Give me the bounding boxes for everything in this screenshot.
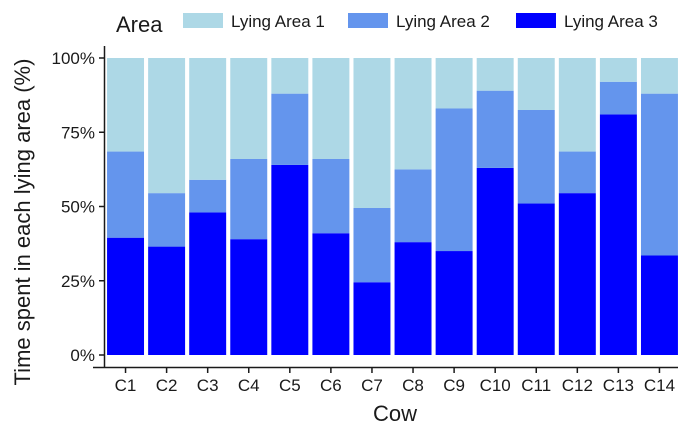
legend-swatch-3 bbox=[516, 13, 556, 28]
bar-c2-area-2 bbox=[148, 193, 186, 247]
bar-c1-area-1 bbox=[107, 58, 145, 152]
x-tick-label: C10 bbox=[480, 376, 511, 395]
bar-c5-area-1 bbox=[271, 58, 309, 94]
bar-c4-area-3 bbox=[230, 239, 268, 355]
bar-c12-area-2 bbox=[558, 151, 596, 194]
bars bbox=[107, 58, 678, 356]
bar-c6-area-3 bbox=[312, 233, 350, 355]
x-axis-title: Cow bbox=[373, 401, 417, 425]
bar-c6-area-2 bbox=[312, 158, 350, 234]
bar-c14-area-1 bbox=[640, 58, 678, 94]
bar-c11-area-1 bbox=[517, 58, 555, 110]
bar-c8-area-1 bbox=[394, 58, 432, 170]
bar-c3-area-3 bbox=[189, 212, 227, 355]
y-tick-label: 50% bbox=[61, 198, 95, 217]
bar-c10-area-1 bbox=[476, 58, 514, 91]
legend: Area Lying Area 1 Lying Area 2 Lying Area … bbox=[116, 12, 658, 37]
bar-c5-area-3 bbox=[271, 164, 309, 355]
bar-c7-area-1 bbox=[353, 58, 391, 208]
bar-c9-area-3 bbox=[435, 251, 473, 355]
x-tick-label: C5 bbox=[279, 376, 301, 395]
bar-c13-area-3 bbox=[599, 114, 637, 356]
bar-c5-area-2 bbox=[271, 93, 309, 165]
y-tick-label: 100% bbox=[52, 49, 95, 68]
x-tick-label: C4 bbox=[238, 376, 260, 395]
bar-c8-area-3 bbox=[394, 242, 432, 355]
bar-c1-area-2 bbox=[107, 151, 145, 238]
x-tick-label: C14 bbox=[644, 376, 675, 395]
legend-label-3: Lying Area 3 bbox=[564, 12, 658, 31]
y-tick-label: 75% bbox=[61, 123, 95, 142]
bar-c4-area-1 bbox=[230, 58, 268, 159]
x-tick-label: C8 bbox=[402, 376, 424, 395]
x-tick-label: C6 bbox=[320, 376, 342, 395]
x-tick-label: C3 bbox=[197, 376, 219, 395]
legend-swatch-2 bbox=[348, 13, 388, 28]
bar-c6-area-1 bbox=[312, 58, 350, 159]
bar-c12-area-3 bbox=[558, 193, 596, 355]
bar-c14-area-2 bbox=[640, 93, 678, 256]
bar-c7-area-2 bbox=[353, 207, 391, 283]
legend-label-2: Lying Area 2 bbox=[396, 12, 490, 31]
bar-c11-area-3 bbox=[517, 203, 555, 355]
legend-label-1: Lying Area 1 bbox=[231, 12, 325, 31]
bar-c9-area-1 bbox=[435, 58, 473, 109]
bar-c7-area-3 bbox=[353, 282, 391, 355]
bar-c12-area-1 bbox=[558, 58, 596, 152]
y-axis-title: Time spent in each lying area (%) bbox=[10, 59, 35, 386]
bar-c11-area-2 bbox=[517, 109, 555, 204]
bar-c8-area-2 bbox=[394, 169, 432, 243]
x-tick-label: C12 bbox=[562, 376, 593, 395]
x-tick-label: C2 bbox=[156, 376, 178, 395]
bar-c9-area-2 bbox=[435, 108, 473, 252]
y-tick-label: 0% bbox=[70, 346, 95, 365]
x-tick-label: C1 bbox=[115, 376, 137, 395]
bar-c2-area-3 bbox=[148, 246, 186, 355]
legend-title: Area bbox=[116, 12, 163, 37]
bar-c2-area-1 bbox=[148, 58, 186, 194]
bar-c10-area-3 bbox=[476, 167, 514, 355]
bar-c1-area-3 bbox=[107, 237, 145, 355]
bar-c3-area-2 bbox=[189, 179, 227, 213]
y-tick-label: 25% bbox=[61, 272, 95, 291]
y-axis: 0% 25% 50% 75% 100% bbox=[52, 46, 106, 367]
x-tick-label: C9 bbox=[443, 376, 465, 395]
legend-swatch-1 bbox=[183, 13, 223, 28]
x-tick-label: C13 bbox=[603, 376, 634, 395]
bar-c13-area-2 bbox=[599, 81, 637, 115]
bar-c13-area-1 bbox=[599, 58, 637, 82]
bar-c14-area-3 bbox=[640, 255, 678, 355]
bar-c3-area-1 bbox=[189, 58, 227, 180]
bar-c10-area-2 bbox=[476, 90, 514, 168]
bar-c4-area-2 bbox=[230, 158, 268, 240]
x-tick-label: C11 bbox=[521, 376, 551, 395]
x-axis: C1 C2 C3 C4 C5 C6 C7 C8 C9 C10 C11 C12 C13 C14 bbox=[93, 366, 678, 395]
x-tick-label: C7 bbox=[361, 376, 383, 395]
